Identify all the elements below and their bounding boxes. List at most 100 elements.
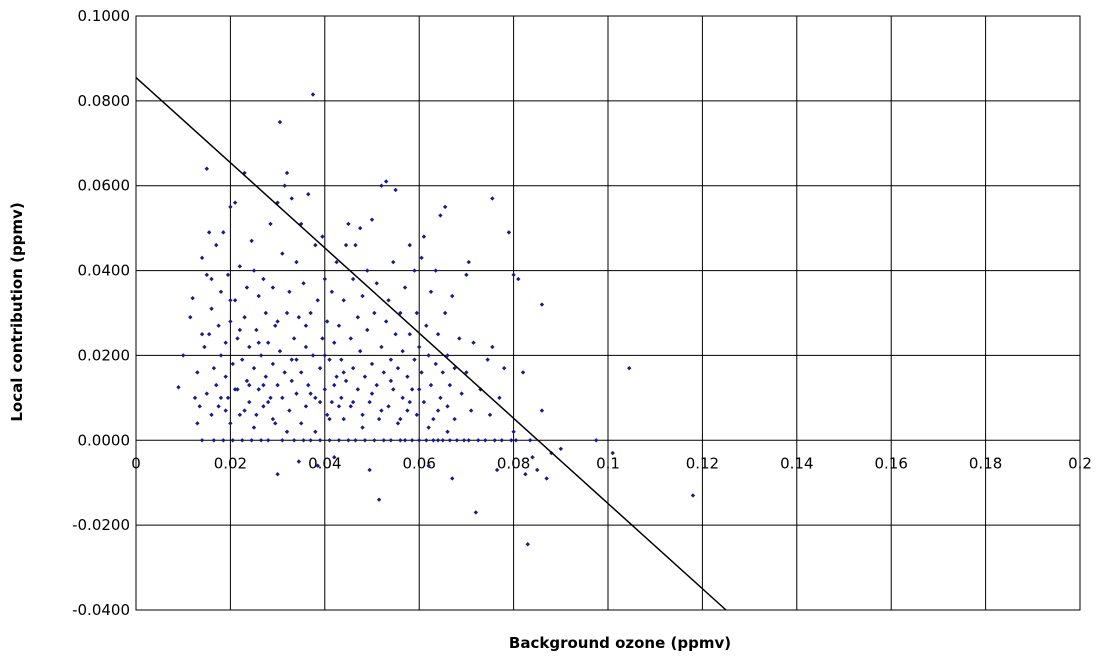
data-point [367, 399, 372, 405]
data-point [435, 408, 441, 413]
data-point [461, 438, 467, 443]
x-tick-label: 0.06 [402, 454, 435, 472]
data-point [407, 242, 412, 248]
data-point [490, 344, 495, 350]
data-point [523, 472, 528, 477]
data-point [303, 323, 309, 328]
data-point [218, 289, 224, 294]
data-point [261, 276, 266, 282]
data-point [251, 425, 257, 430]
grid-lines [135, 15, 1081, 611]
data-point [417, 344, 422, 350]
data-point [284, 310, 290, 316]
data-point [369, 391, 375, 396]
data-point [383, 319, 389, 324]
y-tick-label: 0.0800 [78, 92, 131, 110]
data-point [232, 200, 238, 205]
y-tick-label: 0.0200 [78, 346, 131, 364]
data-point [438, 213, 443, 218]
data-point [525, 542, 530, 547]
data-point [244, 285, 250, 290]
y-tick-label: 0.0400 [78, 262, 131, 280]
data-point [594, 438, 599, 443]
x-tick-label: 0.04 [308, 454, 341, 472]
data-point [350, 365, 356, 371]
data-point [320, 234, 325, 239]
data-point [289, 357, 294, 362]
data-point [419, 255, 424, 261]
data-point [407, 399, 412, 405]
data-point [447, 382, 453, 388]
data-point [322, 353, 327, 358]
data-point [332, 455, 337, 460]
data-point [501, 365, 507, 371]
data-point [280, 395, 285, 401]
data-point [223, 374, 228, 379]
data-point [284, 429, 290, 434]
data-point [459, 391, 464, 396]
data-point [256, 340, 261, 345]
data-point [181, 353, 186, 358]
data-point [308, 310, 313, 316]
data-point [442, 310, 448, 316]
data-point [424, 323, 429, 328]
data-point [228, 298, 233, 303]
data-point [204, 166, 209, 171]
data-point [204, 272, 209, 278]
data-point [256, 387, 261, 392]
x-tick-label: 0.1 [596, 454, 620, 472]
data-point [277, 119, 283, 125]
data-point [400, 395, 405, 401]
data-point [530, 455, 535, 460]
data-point [414, 310, 420, 316]
data-point [273, 323, 278, 328]
data-point [346, 221, 351, 227]
data-point [516, 276, 521, 282]
data-point [223, 408, 228, 413]
data-point [419, 370, 424, 375]
data-point [483, 438, 488, 443]
data-point [355, 315, 361, 320]
data-point [237, 264, 243, 269]
data-point [511, 429, 516, 434]
data-point [421, 399, 427, 405]
data-point [379, 344, 384, 350]
data-point [372, 438, 377, 443]
data-point [225, 272, 231, 278]
data-point [409, 438, 415, 443]
data-point [306, 192, 311, 197]
data-point [464, 272, 469, 278]
x-axis-title: Background ozone (ppmv) [509, 634, 731, 652]
data-point [263, 374, 268, 379]
data-point [270, 361, 276, 367]
data-point [464, 370, 469, 375]
data-point [214, 382, 219, 388]
data-point [412, 268, 417, 273]
x-tick-label: 0.14 [780, 454, 813, 472]
data-point [360, 412, 365, 418]
data-point [237, 327, 243, 333]
data-point [447, 438, 453, 443]
data-point [395, 421, 401, 426]
data-point [350, 276, 356, 282]
data-point [473, 510, 479, 515]
data-point [365, 268, 370, 273]
data-point [341, 416, 346, 422]
data-point [433, 361, 438, 367]
data-point [299, 370, 304, 375]
data-point [346, 438, 351, 443]
data-point [388, 378, 394, 384]
data-point [228, 319, 233, 324]
data-point [627, 365, 632, 371]
data-point [494, 467, 500, 473]
data-point [374, 281, 379, 286]
data-point [258, 438, 264, 443]
data-point [310, 92, 316, 97]
data-point [188, 315, 193, 320]
data-point [369, 361, 375, 367]
data-point [214, 242, 219, 248]
data-point [190, 295, 195, 301]
data-point [324, 412, 330, 418]
data-point [395, 365, 401, 371]
